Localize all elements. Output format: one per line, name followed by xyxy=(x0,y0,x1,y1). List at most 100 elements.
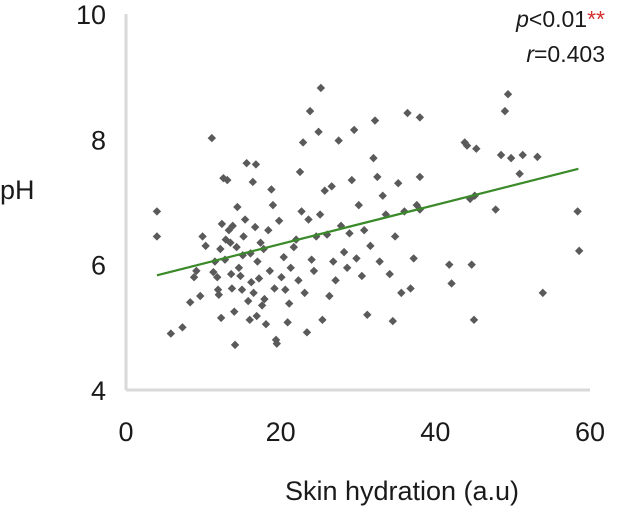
data-point xyxy=(318,315,327,325)
data-point xyxy=(302,328,312,337)
data-point xyxy=(216,244,225,254)
data-point xyxy=(234,263,244,272)
data-point xyxy=(294,276,303,285)
data-point xyxy=(533,152,542,162)
data-point xyxy=(214,290,223,299)
y-tick-label: 8 xyxy=(91,125,106,155)
y-tick-label: 10 xyxy=(76,0,106,30)
x-tick-labels: 0 20 40 60 xyxy=(118,417,605,447)
data-point xyxy=(447,279,456,288)
p-value: <0.01 xyxy=(529,6,587,32)
data-point xyxy=(467,260,476,269)
data-point xyxy=(314,127,323,137)
data-point xyxy=(252,311,261,321)
y-tick-labels: 4 6 8 10 xyxy=(76,0,106,406)
data-point xyxy=(354,200,363,210)
data-point xyxy=(298,138,308,147)
data-point xyxy=(334,136,343,145)
data-point xyxy=(370,116,380,125)
data-point xyxy=(518,150,527,160)
data-point xyxy=(277,273,286,282)
data-point xyxy=(264,226,273,235)
data-point xyxy=(506,153,516,163)
data-point xyxy=(375,257,384,266)
data-point xyxy=(240,215,250,224)
data-point xyxy=(257,301,267,310)
data-point xyxy=(267,185,276,194)
y-tick-label: 6 xyxy=(91,251,106,281)
data-point xyxy=(397,288,406,298)
data-point xyxy=(300,288,309,298)
data-point xyxy=(325,291,334,301)
data-point xyxy=(256,238,265,247)
r-value: =0.403 xyxy=(534,41,605,67)
p-value-annotation: p<0.01** xyxy=(515,6,605,32)
r-value-annotation: r=0.403 xyxy=(526,41,605,67)
data-point xyxy=(316,83,326,93)
data-point xyxy=(347,175,357,185)
data-point xyxy=(152,207,162,216)
data-point xyxy=(349,125,359,135)
data-point xyxy=(217,219,227,229)
data-point xyxy=(307,255,316,264)
data-point xyxy=(198,232,207,241)
data-point xyxy=(309,266,319,276)
data-point xyxy=(236,271,245,281)
p-symbol: p xyxy=(515,6,529,32)
data-point xyxy=(462,141,472,150)
data-point xyxy=(213,273,222,282)
data-point xyxy=(363,310,372,319)
data-point xyxy=(289,242,299,252)
axes xyxy=(124,14,590,392)
data-point xyxy=(573,207,582,216)
data-point xyxy=(304,215,313,224)
data-point xyxy=(329,257,338,266)
data-point xyxy=(272,339,281,348)
data-point xyxy=(196,291,205,301)
data-point xyxy=(406,284,415,293)
trendline xyxy=(156,167,579,277)
r-symbol: r xyxy=(526,41,535,67)
data-point xyxy=(491,205,500,214)
data-point xyxy=(239,232,248,241)
data-point xyxy=(342,263,352,272)
data-point xyxy=(369,153,378,163)
data-point xyxy=(251,160,261,169)
data-point xyxy=(237,285,247,294)
data-point xyxy=(226,269,236,279)
data-point xyxy=(465,194,475,204)
data-point xyxy=(286,263,295,272)
data-point xyxy=(284,299,294,308)
data-point xyxy=(226,238,235,247)
data-point xyxy=(500,106,510,116)
data-point xyxy=(253,257,262,266)
data-point xyxy=(390,232,400,241)
data-point xyxy=(305,106,315,116)
data-point xyxy=(223,175,232,185)
data-point xyxy=(166,329,176,338)
data-point xyxy=(359,226,369,235)
y-axis-title: pH xyxy=(0,175,35,205)
data-point xyxy=(216,313,226,323)
data-points xyxy=(152,83,584,350)
data-point xyxy=(297,207,306,216)
data-point xyxy=(254,274,264,283)
x-tick-label: 60 xyxy=(575,417,605,447)
data-point xyxy=(201,241,210,251)
data-point xyxy=(327,182,336,191)
data-point xyxy=(496,150,506,160)
x-tick-label: 40 xyxy=(420,417,450,447)
data-point xyxy=(228,221,237,231)
data-point xyxy=(538,288,548,298)
data-point xyxy=(469,315,479,325)
data-point xyxy=(515,169,524,178)
data-point xyxy=(352,254,361,263)
data-point xyxy=(445,260,454,269)
data-point xyxy=(394,179,403,188)
data-point xyxy=(283,318,292,327)
data-point xyxy=(260,294,269,304)
data-point xyxy=(331,276,340,285)
data-point xyxy=(230,340,240,350)
data-point xyxy=(279,252,288,262)
data-point xyxy=(219,173,228,183)
